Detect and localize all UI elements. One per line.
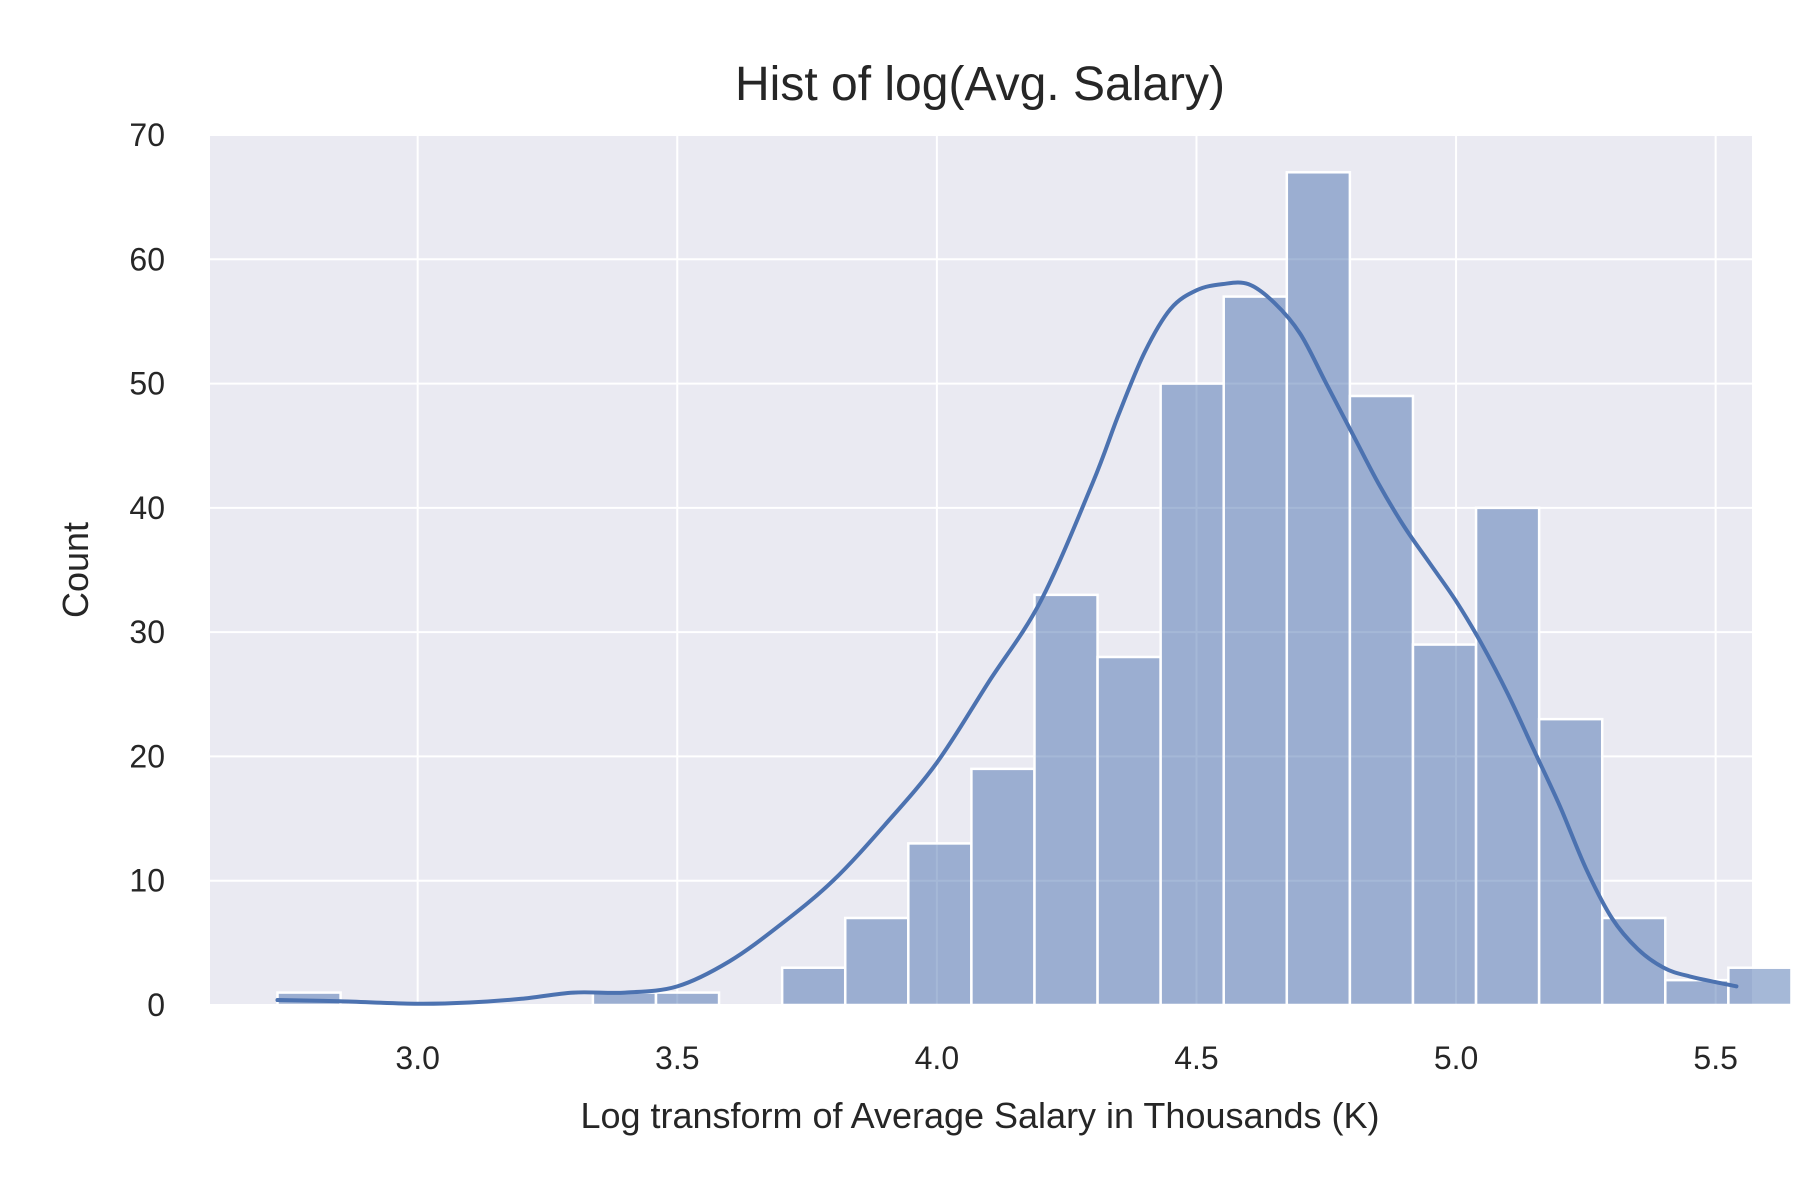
histogram-bar [1727,966,1793,1007]
y-tick-label: 30 [129,614,165,650]
histogram-bar [1096,655,1162,1007]
histogram-bar [1285,171,1352,1007]
x-tick-label: 5.5 [1693,1040,1737,1076]
y-tick-label: 10 [129,863,165,899]
y-tick-label: 70 [129,117,165,153]
y-tick-label: 40 [129,490,165,526]
x-tick-label: 5.0 [1434,1040,1478,1076]
histogram-bar [1537,717,1604,1007]
y-axis-label: Count [55,522,96,618]
histogram-bar [1474,506,1541,1007]
histogram-bar [654,991,721,1007]
x-tick-label: 4.5 [1174,1040,1218,1076]
histogram-bar [907,842,973,1007]
histogram-bar [1033,593,1099,1007]
histogram-bar [843,916,910,1007]
histogram-bar [1159,382,1225,1007]
x-tick-label: 4.0 [915,1040,959,1076]
y-tick-label: 20 [129,738,165,774]
x-tick-label: 3.0 [395,1040,439,1076]
y-tick-label: 0 [147,987,165,1023]
y-tick-label: 50 [129,366,165,402]
y-tick-labels: 0 10 20 30 40 50 60 70 [129,117,165,1023]
x-tick-label: 3.5 [655,1040,699,1076]
histogram-bar [1411,643,1478,1007]
histogram-bar [970,767,1036,1007]
histogram-bar [1348,394,1415,1007]
x-tick-labels: 3.0 3.5 4.0 4.5 5.0 5.5 [395,1040,1737,1076]
histogram-bar [1222,295,1289,1007]
histogram-bars [276,171,1793,1007]
y-tick-label: 60 [129,241,165,277]
x-axis-label: Log transform of Average Salary in Thous… [580,1095,1379,1136]
histogram-bar [780,966,847,1007]
chart-title: Hist of log(Avg. Salary) [735,58,1225,111]
kde-curve [275,280,1739,1006]
